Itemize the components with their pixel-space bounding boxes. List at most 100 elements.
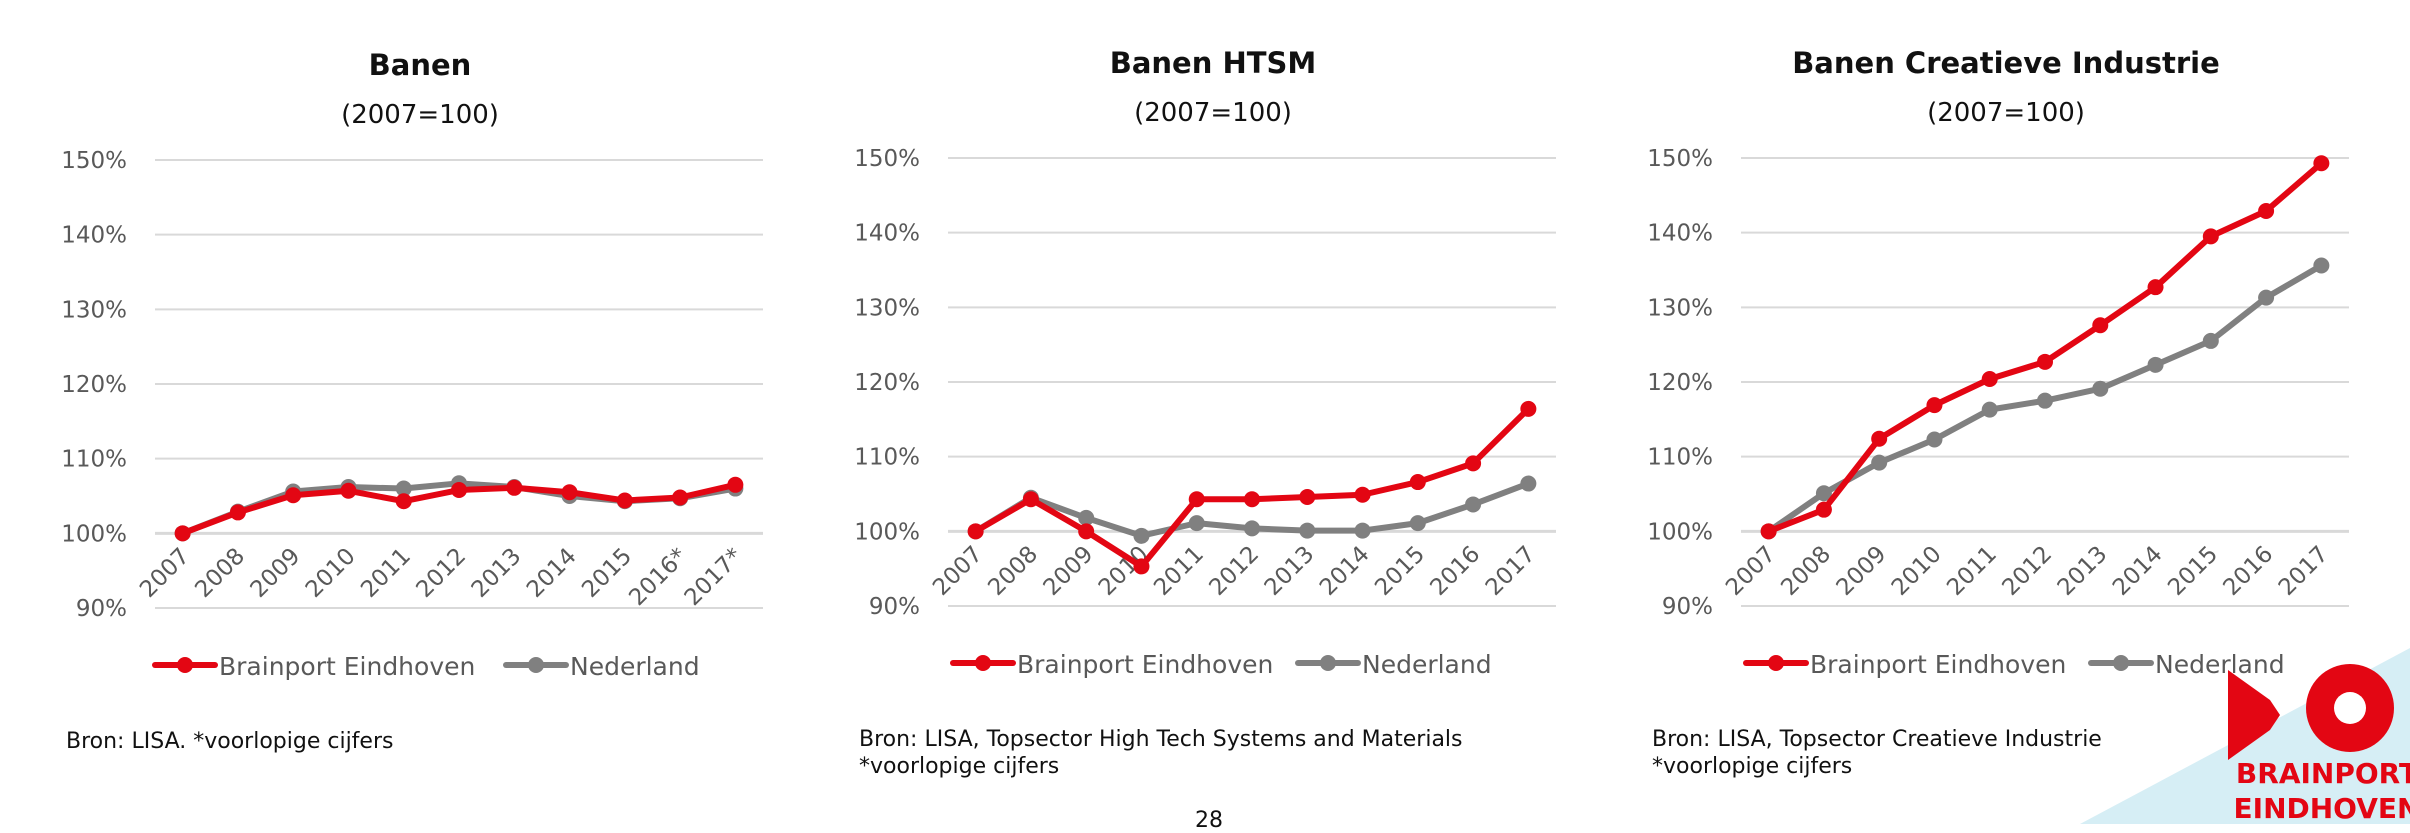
data-point-brainport (672, 489, 689, 506)
chart-subtitle: (2007=100) (1134, 98, 1292, 128)
x-tick-label: 2007 (135, 543, 195, 603)
source-line: *voorlopige cijfers (859, 754, 1060, 779)
x-tick-label: 2008 (1776, 541, 1836, 601)
x-tick-label: 2012 (1204, 541, 1264, 601)
data-point-brainport (1520, 400, 1537, 417)
series-line-brainport (972, 405, 1532, 570)
chart-title: Banen HTSM (1110, 46, 1317, 80)
data-point-brainport (1354, 486, 1371, 503)
y-tick-label: 100% (1647, 519, 1713, 545)
y-tick-label: 100% (854, 519, 920, 545)
x-tick-label: 2013 (467, 543, 527, 603)
data-point-brainport (340, 482, 357, 499)
data-point-brainport (1244, 491, 1260, 508)
legend-label-brainport: Brainport Eindhoven (1017, 650, 1273, 679)
legend-label-nederland: Nederland (2155, 650, 2285, 679)
legend-label-brainport: Brainport Eindhoven (219, 652, 475, 681)
data-point-brainport (1871, 430, 1888, 447)
y-tick-label: 90% (1662, 594, 1713, 620)
data-point-nederland (2092, 380, 2109, 397)
x-tick-label: 2008 (983, 541, 1043, 601)
x-tick-label: 2013 (2053, 541, 2113, 601)
y-tick-label: 120% (61, 372, 127, 398)
source-line: Bron: LISA, Topsector Creatieve Industri… (1652, 727, 2102, 752)
y-tick-label: 130% (1647, 295, 1713, 321)
logo-text-line2: EINDHOVEN (2234, 792, 2410, 824)
x-tick-label: 2010 (1887, 541, 1947, 601)
x-tick-label: 2012 (1997, 541, 2057, 601)
brainport-eindhoven-logo: BRAINPORT EINDHOVEN (2080, 648, 2410, 824)
data-point-nederland (2313, 257, 2330, 274)
x-tick-label: 2007 (1721, 541, 1781, 601)
data-point-brainport (174, 525, 191, 542)
data-point-brainport (1022, 491, 1039, 508)
y-tick-label: 150% (854, 146, 920, 172)
data-point-nederland (395, 480, 412, 497)
source-note-htsm: Bron: LISA, Topsector High Tech Systems … (859, 726, 1463, 780)
x-tick-label: 2012 (411, 543, 471, 603)
legend-marker-nederland (1320, 655, 1336, 671)
y-tick-label: 110% (61, 447, 127, 473)
data-point-brainport (395, 493, 412, 510)
data-point-brainport (2202, 228, 2219, 245)
x-tick-label: 2007 (928, 541, 988, 601)
x-tick-label: 2016 (1426, 541, 1486, 601)
x-tick-label: 2016 (2219, 541, 2279, 601)
data-point-brainport (616, 492, 633, 509)
y-tick-label: 130% (854, 295, 920, 321)
chart-subtitle: (2007=100) (341, 100, 499, 130)
legend-marker-brainport (975, 655, 991, 671)
logo-arrow-shape (2228, 670, 2280, 760)
data-point-nederland (1465, 496, 1482, 513)
data-point-nederland (1244, 520, 1260, 537)
data-point-brainport (2313, 155, 2330, 172)
data-point-nederland (1188, 515, 1205, 532)
y-tick-label: 100% (61, 521, 127, 547)
y-tick-label: 120% (854, 370, 920, 396)
x-tick-label: 2008 (190, 543, 250, 603)
data-point-brainport (2147, 279, 2164, 296)
data-point-nederland (1520, 475, 1537, 492)
x-tick-label: 2017* (680, 543, 748, 611)
data-point-brainport (451, 482, 467, 499)
data-point-brainport (727, 476, 744, 493)
x-tick-label: 2009 (1039, 541, 1099, 601)
data-point-brainport (1299, 488, 1316, 505)
data-point-nederland (2037, 392, 2053, 409)
x-tick-label: 2015 (1370, 541, 1430, 601)
data-point-brainport (1926, 397, 1943, 414)
data-point-brainport (1188, 491, 1205, 508)
chart-title: Banen (369, 48, 472, 82)
legend-marker-nederland (2113, 655, 2129, 671)
series-line-brainport (1765, 160, 2325, 535)
data-point-nederland (1871, 454, 1888, 471)
y-tick-label: 90% (869, 594, 920, 620)
y-tick-label: 150% (1647, 146, 1713, 172)
data-point-brainport (506, 479, 523, 496)
y-tick-label: 140% (1647, 221, 1713, 247)
data-point-nederland (1078, 509, 1095, 526)
x-tick-label: 2011 (1942, 541, 2002, 601)
data-point-brainport (1981, 371, 1998, 388)
data-point-brainport (2092, 317, 2109, 334)
data-point-nederland (1926, 431, 1943, 448)
source-note-creatieve-industrie: Bron: LISA, Topsector Creatieve Industri… (1652, 726, 2102, 780)
legend-label-nederland: Nederland (570, 652, 700, 681)
y-tick-label: 140% (854, 221, 920, 247)
x-tick-label: 2011 (356, 543, 416, 603)
legend-marker-nederland (528, 657, 544, 673)
data-point-brainport (2037, 353, 2053, 370)
data-point-brainport (561, 484, 578, 501)
legend-marker-brainport (177, 657, 193, 673)
legend-marker-brainport (1768, 655, 1784, 671)
logo-text-line1: BRAINPORT (2236, 757, 2410, 790)
data-point-brainport (1409, 474, 1426, 491)
x-tick-label: 2016* (624, 543, 692, 611)
y-tick-label: 120% (1647, 370, 1713, 396)
data-point-brainport (1760, 523, 1777, 540)
data-point-brainport (967, 523, 984, 540)
source-line: Bron: LISA. *voorlopige cijfers (66, 729, 394, 754)
legend-label-brainport: Brainport Eindhoven (1810, 650, 2066, 679)
x-tick-label: 2009 (246, 543, 306, 603)
